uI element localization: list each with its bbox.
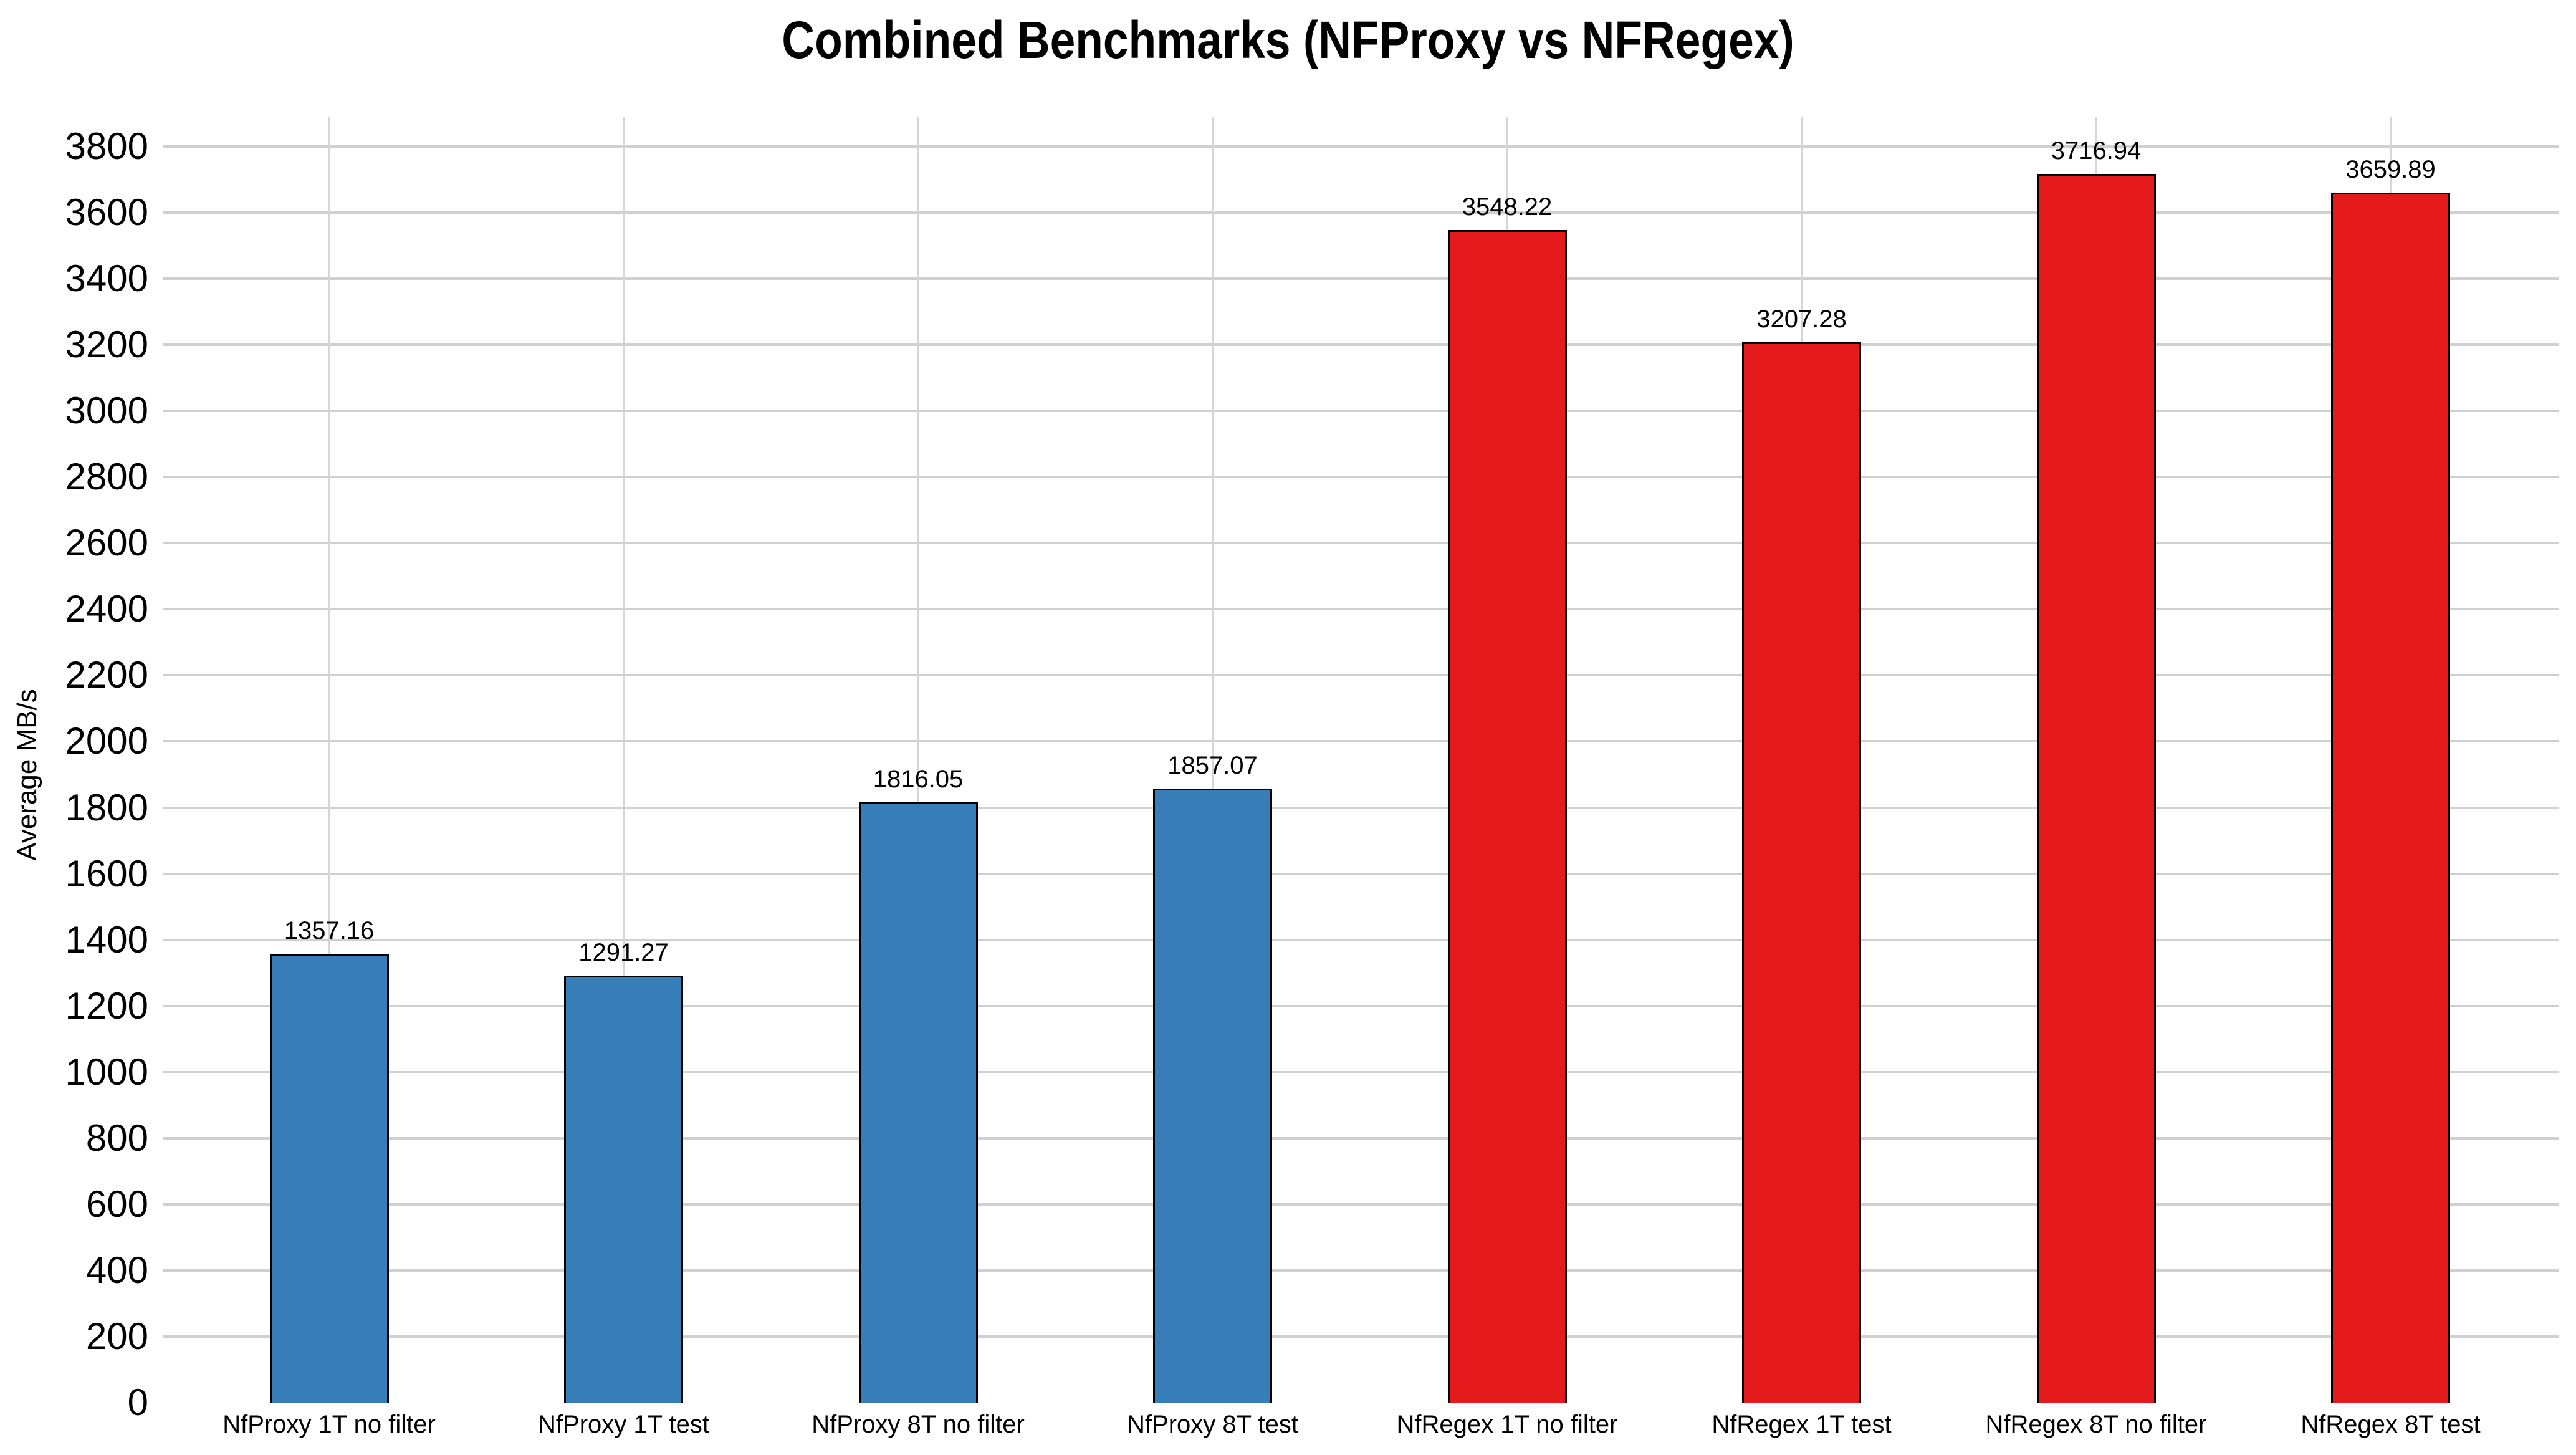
x-tick-label: NfProxy 1T no filter	[223, 1411, 436, 1438]
h-gridline	[163, 1203, 2559, 1206]
h-gridline	[163, 674, 2559, 677]
y-tick-label: 400	[85, 1249, 148, 1291]
y-tick-label: 3200	[65, 324, 148, 366]
h-gridline	[163, 211, 2559, 214]
chart-title: Combined Benchmarks (NFProxy vs NFRegex)	[782, 11, 1794, 69]
y-tick-label: 1400	[65, 918, 148, 961]
v-gridline	[1212, 117, 1214, 1403]
h-gridline	[163, 608, 2559, 611]
h-gridline	[163, 277, 2559, 281]
v-gridline	[328, 117, 330, 1403]
h-gridline	[163, 1136, 2559, 1140]
y-tick-label: 2200	[65, 654, 148, 696]
y-tick-label: 2800	[65, 456, 148, 498]
bar-value-label: 1357.16	[284, 917, 375, 945]
bar	[858, 802, 978, 1403]
h-gridline	[163, 542, 2559, 545]
y-tick-label: 2000	[65, 720, 148, 762]
y-tick-label: 1800	[65, 786, 148, 828]
bar-value-label: 1816.05	[873, 766, 964, 794]
v-gridline	[917, 117, 919, 1403]
bar	[1742, 342, 1861, 1403]
x-tick-label: NfRegex 1T no filter	[1396, 1411, 1618, 1438]
bar	[1447, 229, 1567, 1403]
x-tick-label: NfRegex 8T no filter	[1985, 1411, 2207, 1438]
bar	[2331, 193, 2450, 1403]
y-tick-label: 3400	[65, 257, 148, 300]
bar	[1153, 789, 1272, 1403]
x-tick-label: NfProxy 1T test	[538, 1411, 709, 1438]
x-tick-label: NfProxy 8T test	[1127, 1411, 1298, 1438]
h-gridline	[163, 1269, 2559, 1272]
bar-value-label: 3659.89	[2345, 156, 2436, 184]
y-tick-label: 800	[85, 1116, 148, 1159]
y-tick-label: 3800	[65, 125, 148, 167]
x-tick-label: NfRegex 1T test	[1712, 1411, 1892, 1438]
h-gridline	[163, 410, 2559, 413]
x-tick-label: NfProxy 8T no filter	[812, 1411, 1025, 1438]
h-gridline	[163, 1335, 2559, 1338]
v-gridline	[623, 117, 625, 1403]
y-tick-label: 600	[85, 1183, 148, 1225]
bar-value-label: 3548.22	[1462, 193, 1553, 221]
y-tick-label: 3600	[65, 191, 148, 234]
h-gridline	[163, 476, 2559, 479]
h-gridline	[163, 1004, 2559, 1007]
h-gridline	[163, 740, 2559, 743]
y-tick-label: 1000	[65, 1050, 148, 1093]
y-tick-label: 1200	[65, 984, 148, 1027]
h-gridline	[163, 806, 2559, 809]
h-gridline	[163, 1070, 2559, 1073]
h-gridline	[163, 938, 2559, 941]
y-axis-title: Average MB/s	[12, 689, 42, 861]
bar-value-label: 1291.27	[578, 939, 669, 967]
h-gridline	[163, 872, 2559, 875]
y-tick-label: 2600	[65, 522, 148, 564]
y-tick-label: 1600	[65, 852, 148, 895]
bar-value-label: 3207.28	[1756, 305, 1847, 334]
bar-value-label: 1857.07	[1167, 752, 1258, 780]
x-tick-label: NfRegex 8T test	[2301, 1411, 2481, 1438]
bar	[564, 976, 683, 1403]
h-gridline	[163, 343, 2559, 347]
y-tick-label: 200	[85, 1315, 148, 1357]
bar	[269, 954, 389, 1403]
bar-value-label: 3716.94	[2051, 137, 2142, 165]
bar	[2036, 174, 2156, 1403]
h-gridline	[163, 145, 2559, 148]
y-tick-label: 2400	[65, 588, 148, 630]
y-tick-label: 3000	[65, 390, 148, 432]
y-tick-label: 0	[127, 1381, 148, 1423]
